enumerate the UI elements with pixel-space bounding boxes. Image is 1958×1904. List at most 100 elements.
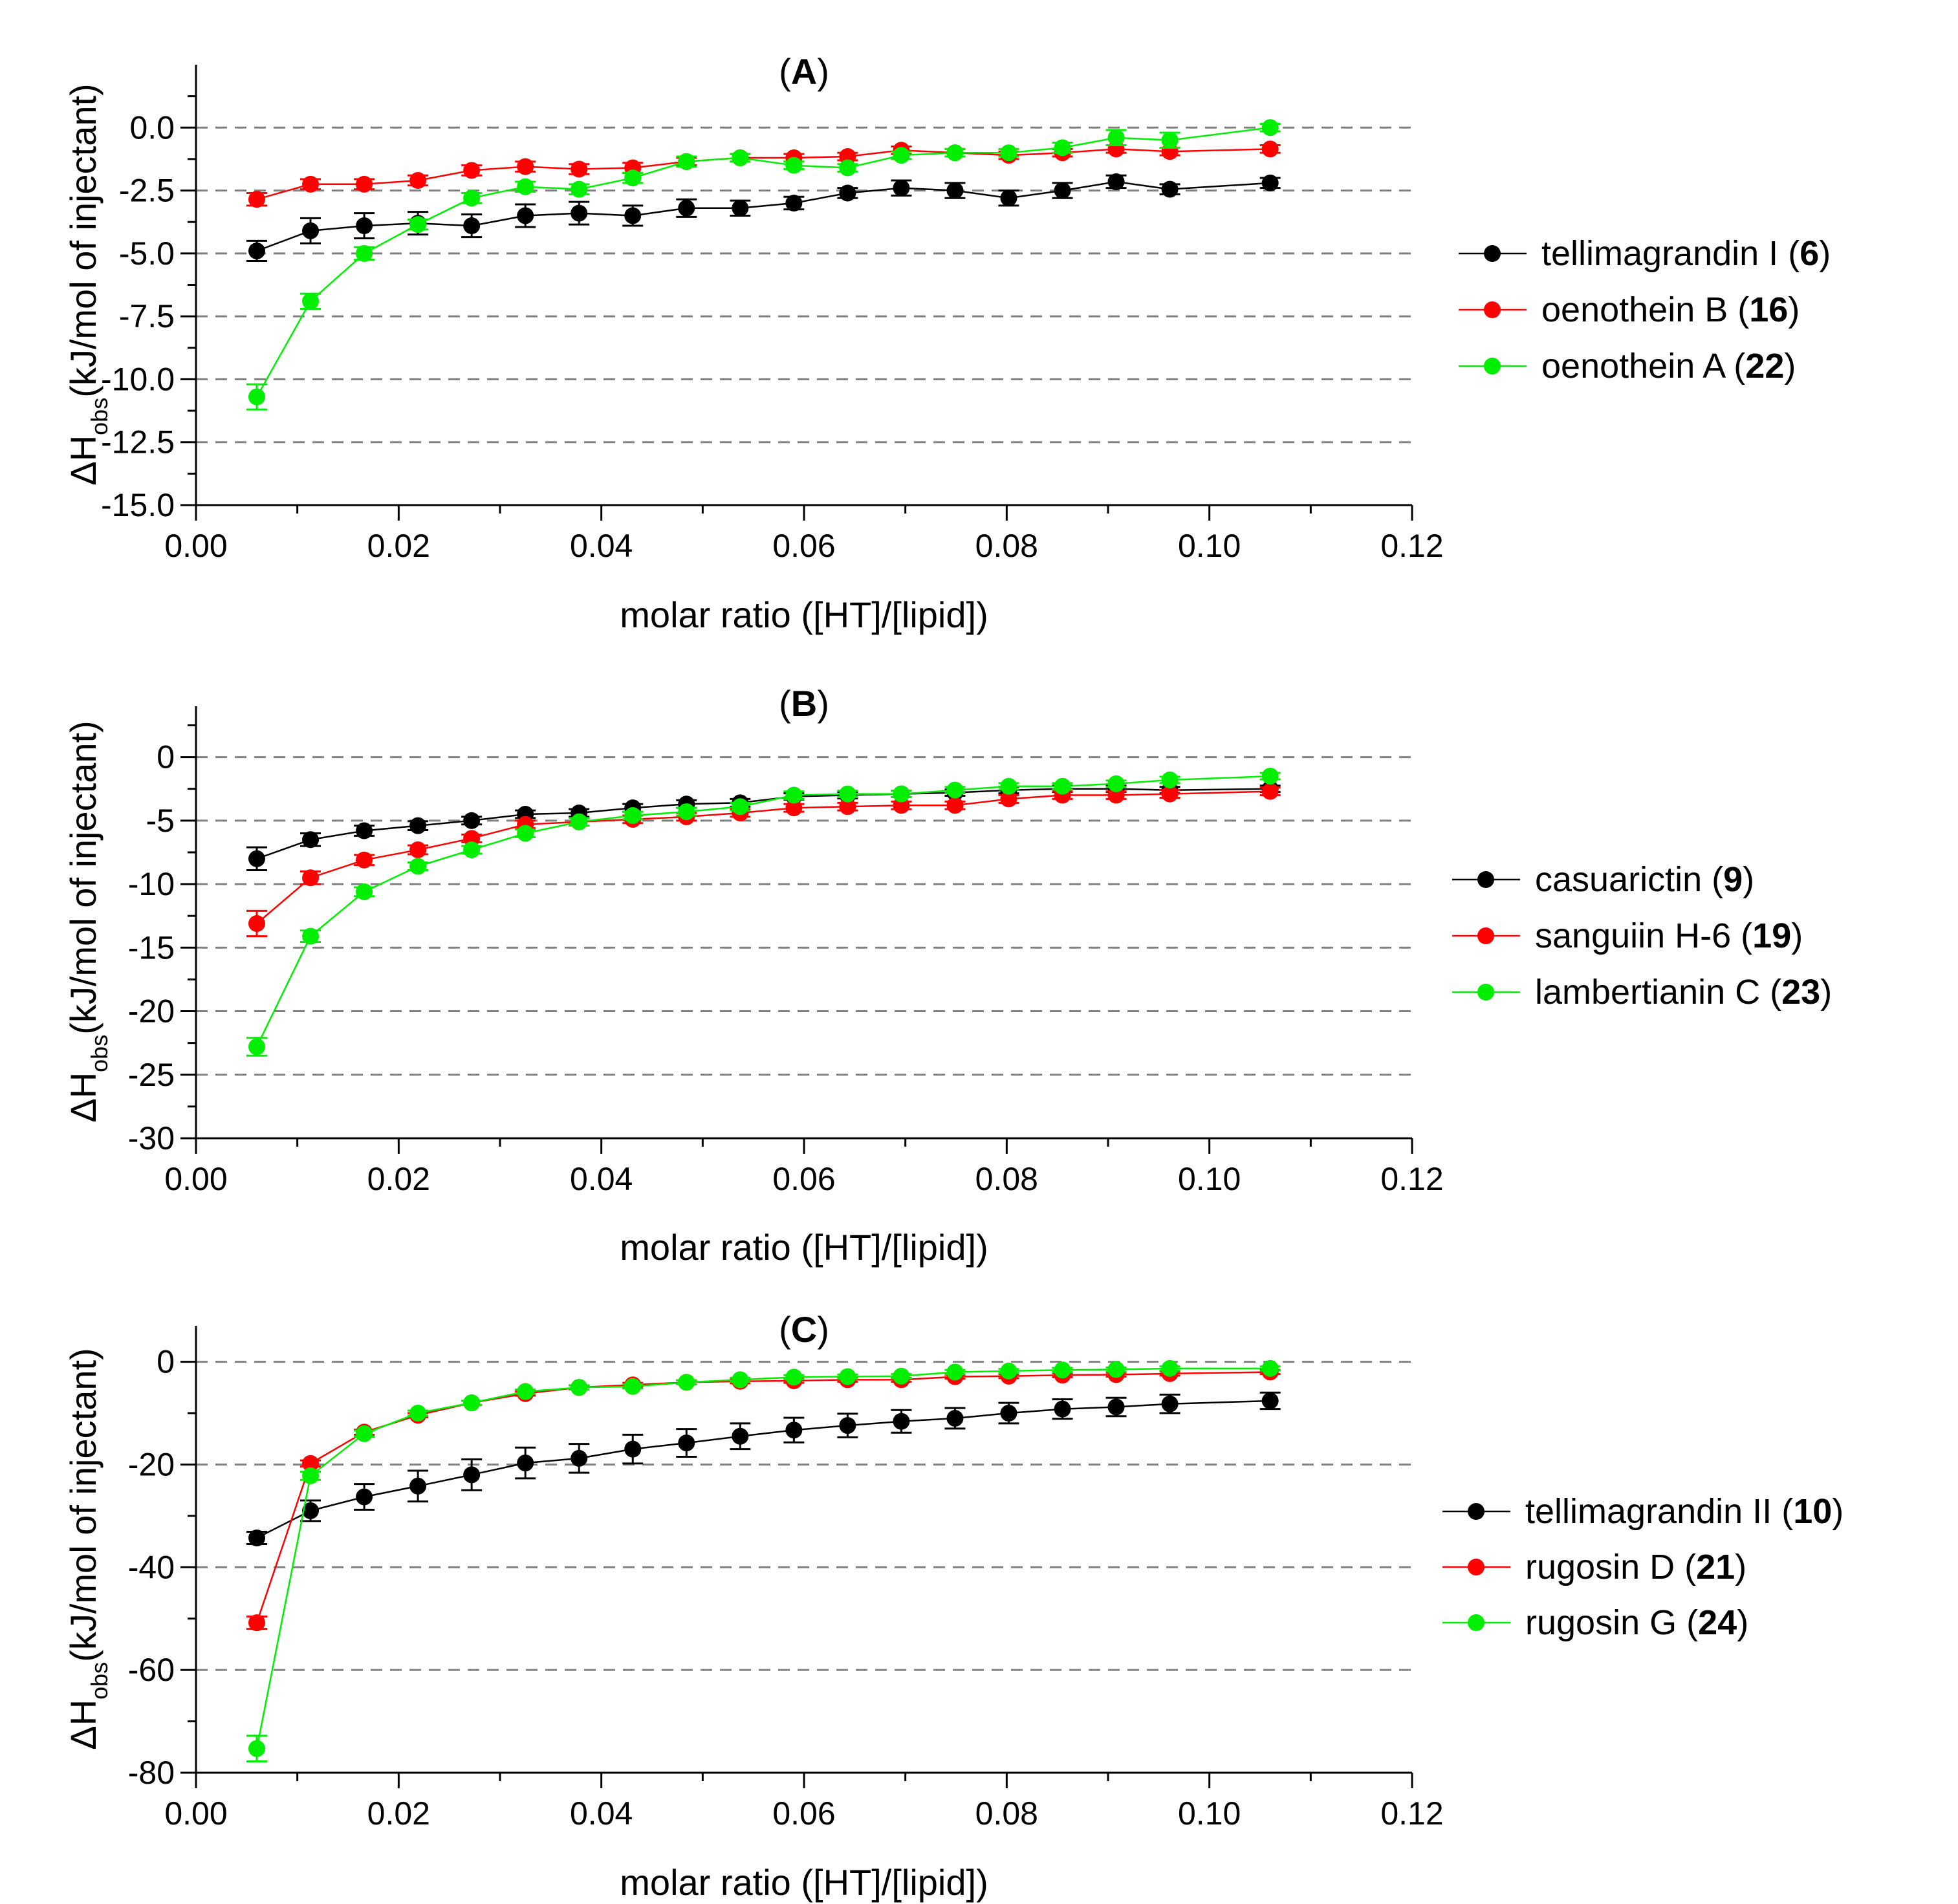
legend-number: 24 (1698, 1603, 1737, 1642)
y-tick-label: -20 (128, 1446, 175, 1482)
data-point (1054, 139, 1071, 157)
legend-label: rugosin G (24) (1525, 1603, 1748, 1642)
data-point (1054, 777, 1071, 795)
legend-label: tellimagrandin II (10) (1525, 1492, 1844, 1531)
data-point (517, 158, 534, 175)
legend-number: 22 (1745, 347, 1784, 385)
x-tick-label: 0.12 (1380, 1161, 1443, 1197)
panel-title-open: ( (779, 683, 791, 724)
data-point (732, 798, 749, 816)
data-point (1161, 771, 1179, 788)
data-point (624, 1378, 642, 1395)
x-tick-label: 0.04 (570, 1161, 633, 1197)
series-line (256, 1367, 1270, 1749)
y-tick-label: -2.5 (119, 173, 175, 209)
y-axis-label-main: ΔH (63, 435, 103, 486)
data-point (409, 172, 427, 189)
legend-number: 6 (1800, 234, 1819, 273)
panel-title: (A) (779, 51, 829, 92)
data-point (893, 147, 910, 164)
data-point (248, 191, 265, 208)
legend-entry: rugosin G (24) (1442, 1603, 1748, 1642)
y-tick-label: -15.0 (101, 487, 175, 523)
y-tick-label: -25 (128, 1057, 175, 1093)
legend-close: ) (1819, 234, 1831, 273)
data-point (571, 1449, 588, 1467)
panel-title: (B) (779, 683, 829, 724)
data-point (1161, 131, 1179, 149)
data-point (946, 144, 964, 162)
data-point (302, 292, 320, 310)
data-point (571, 813, 588, 830)
data-point (409, 841, 427, 859)
series-3 (246, 1359, 1281, 1763)
legend-entry: rugosin D (21) (1442, 1548, 1746, 1586)
legend-label: sanguiin H-6 (19) (1535, 916, 1803, 955)
x-tick-label: 0.12 (1380, 528, 1443, 564)
data-point (1161, 1395, 1179, 1412)
panel-a: 0.00 0.02 0.04 0.06 0.08 0.10 0.12 0.0 -2.5 -5.0 -… (63, 51, 1831, 635)
panel-b: 0.00 0.02 0.04 0.06 0.08 0.10 0.12 0 -5 -10 -15 -20… (63, 683, 1832, 1268)
legend-marker (1484, 245, 1501, 262)
data-point (517, 207, 534, 224)
data-point (463, 812, 481, 829)
x-tick-label: 0.02 (367, 528, 430, 564)
data-point (463, 1466, 481, 1484)
series-line (256, 775, 1270, 1048)
data-point (356, 822, 373, 839)
data-point (463, 841, 481, 859)
x-axis-label: molar ratio ([HT]/[lipid]) (620, 1227, 988, 1268)
x-tick-label: 0.10 (1178, 1161, 1241, 1197)
y-axis-label-main: ΔH (63, 1700, 103, 1750)
data-point (356, 883, 373, 900)
data-point (248, 1038, 265, 1055)
series-2 (246, 1363, 1281, 1632)
data-point (1161, 1359, 1179, 1377)
y-axis-label: ΔHobs(kJ/mol of injectant) (63, 1348, 113, 1749)
panel-title-close: ) (817, 1309, 829, 1350)
data-point (732, 149, 749, 166)
data-point (839, 785, 856, 803)
legend-marker (1477, 984, 1494, 1001)
x-tick-label: 0.02 (367, 1795, 430, 1832)
y-tick-label: -80 (128, 1755, 175, 1791)
data-point (1000, 790, 1017, 808)
legend-marker (1468, 1614, 1485, 1631)
data-point (1261, 768, 1279, 785)
panel-title-open: ( (779, 1309, 791, 1350)
y-axis-label: ΔHobs(kJ/mol of injectant) (63, 83, 113, 485)
data-point (732, 199, 749, 217)
data-point (356, 1488, 373, 1506)
data-point (946, 1363, 964, 1381)
data-point (1107, 173, 1125, 190)
x-tick-label: 0.00 (164, 1161, 227, 1197)
legend-entry: tellimagrandin I (6) (1459, 234, 1831, 273)
y-tick-label: -30 (128, 1120, 175, 1156)
x-tick-label: 0.00 (164, 1795, 227, 1832)
data-point (1000, 777, 1017, 795)
y-tick-label: -60 (128, 1652, 175, 1688)
legend-close: ) (1743, 860, 1754, 899)
legend-close: ) (1784, 347, 1796, 385)
data-point (839, 1417, 856, 1434)
y-tick-label: -5.0 (119, 235, 175, 272)
x-tick-label: 0.08 (975, 1795, 1038, 1832)
legend-close: ) (1735, 1548, 1746, 1586)
data-point (1000, 144, 1017, 162)
data-point (302, 1467, 320, 1484)
data-point (678, 803, 695, 821)
x-tick-label: 0.12 (1380, 1795, 1443, 1832)
data-point (678, 199, 695, 217)
legend-name: tellimagrandin II ( (1525, 1492, 1793, 1531)
panel-title-letter: B (791, 683, 817, 724)
legend-number: 9 (1723, 860, 1743, 899)
series-line (256, 127, 1270, 398)
data-point (1261, 783, 1279, 800)
x-tick-label: 0.04 (570, 528, 633, 564)
legend-number: 16 (1749, 290, 1788, 329)
data-point (1261, 119, 1279, 136)
y-tick-label: -15 (128, 929, 175, 966)
data-point (624, 169, 642, 187)
legend-label: lambertianin C (23) (1535, 973, 1832, 1012)
